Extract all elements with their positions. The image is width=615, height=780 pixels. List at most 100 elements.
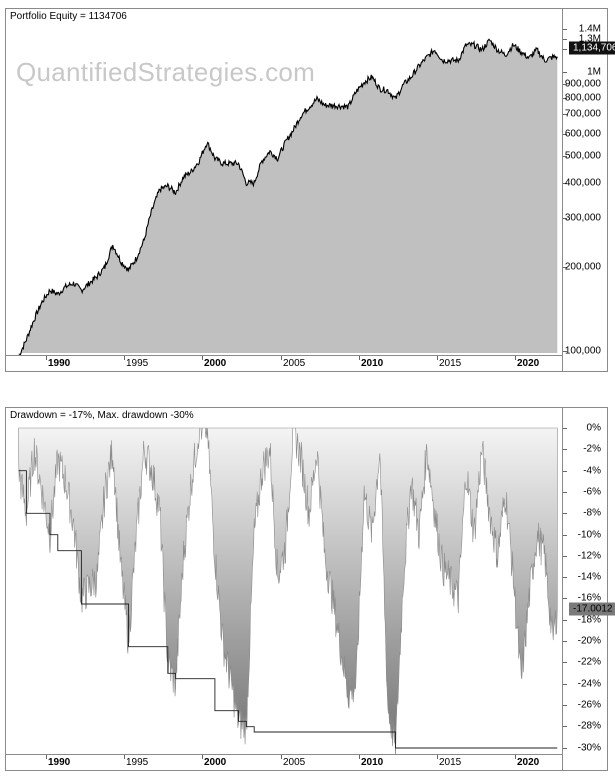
drawdown-y-tick: [563, 535, 567, 536]
equity-x-tick-label: 1990: [48, 358, 71, 369]
equity-y-tick-label: 200,000: [564, 261, 601, 273]
equity-x-tick: [437, 356, 438, 360]
equity-y-tick: [563, 351, 567, 352]
watermark-text: QuantifiedStrategies.com: [16, 57, 316, 87]
drawdown-y-tick: [563, 492, 567, 493]
equity-y-tick-label: 900,000: [564, 78, 601, 90]
drawdown-y-tick: [563, 449, 567, 450]
equity-y-tick-label: 500,000: [564, 150, 601, 162]
equity-area: [18, 39, 558, 355]
equity-y-tick: [563, 156, 567, 157]
equity-chart-panel: Portfolio Equity = 1134706 QuantifiedStr…: [5, 8, 615, 372]
drawdown-title: Drawdown = -17%, Max. drawdown -30%: [10, 410, 194, 421]
equity-y-tick: [563, 72, 567, 73]
drawdown-y-tick-label: -28%: [577, 720, 601, 732]
equity-y-tick-label: 600,000: [564, 128, 601, 140]
drawdown-y-tick-label: -20%: [577, 635, 601, 647]
equity-y-tick-label: 800,000: [564, 92, 601, 104]
drawdown-x-tick-label: 2015: [439, 757, 462, 768]
drawdown-y-tick: [563, 577, 567, 578]
drawdown-x-tick-label: 2010: [361, 757, 384, 768]
drawdown-x-tick-label: 1990: [48, 757, 71, 768]
drawdown-x-tick: [437, 755, 438, 759]
drawdown-y-tick: [563, 641, 567, 642]
drawdown-x-tick: [515, 755, 516, 759]
drawdown-x-tick-label: 2020: [517, 757, 540, 768]
equity-line: [18, 38, 558, 355]
equity-y-tick: [563, 29, 567, 30]
equity-y-tick-label: 1M: [587, 66, 601, 78]
drawdown-y-tick-label: 0%: [586, 422, 601, 434]
equity-x-tick-label: 1995: [126, 358, 149, 369]
drawdown-y-tick: [563, 662, 567, 663]
equity-plot-area: [18, 38, 558, 355]
equity-y-tick-label: 400,000: [564, 177, 601, 189]
equity-y-tick-label: 300,000: [564, 212, 601, 224]
equity-y-tick: [563, 218, 567, 219]
equity-last-value-flag: 1,134,706: [569, 41, 615, 55]
drawdown-y-tick: [563, 620, 567, 621]
drawdown-x-axis: 1990 1995 2000 2005 2010 2015 2020: [6, 754, 562, 771]
drawdown-area: [18, 427, 558, 754]
drawdown-y-tick: [563, 684, 567, 685]
equity-x-tick: [46, 356, 47, 360]
drawdown-chart-panel: Drawdown = -17%, Max. drawdown -30% 0% -2…: [5, 407, 615, 771]
drawdown-y-tick-label: -10%: [577, 529, 601, 541]
drawdown-last-value-flag: -17.0012: [569, 602, 615, 616]
equity-y-tick-label: 1.4M: [578, 23, 601, 35]
drawdown-y-tick-label: -14%: [577, 571, 601, 583]
drawdown-y-axis: 0% -2% -4% -6% -8% -10% -12% -14% -16% -18% -20% -2…: [562, 408, 615, 770]
equity-x-tick-label: 2010: [361, 358, 384, 369]
drawdown-y-tick-label: -8%: [583, 507, 601, 519]
drawdown-y-tick: [563, 726, 567, 727]
equity-y-tick: [563, 134, 567, 135]
drawdown-y-tick-label: -2%: [583, 443, 601, 455]
drawdown-x-tick-label: 2000: [204, 757, 227, 768]
equity-y-tick: [563, 183, 567, 184]
drawdown-y-tick-label: -6%: [583, 486, 601, 498]
drawdown-y-tick: [563, 513, 567, 514]
equity-x-tick-label: 2020: [517, 358, 540, 369]
equity-x-tick: [202, 356, 203, 360]
equity-y-tick: [563, 98, 567, 99]
equity-x-axis: 1990 1995 2000 2005 2010 2015 2020: [6, 355, 562, 372]
drawdown-y-tick-label: -22%: [577, 656, 601, 668]
drawdown-y-tick-label: -18%: [577, 614, 601, 626]
equity-x-tick: [281, 356, 282, 360]
equity-x-tick: [124, 356, 125, 360]
drawdown-x-tick: [124, 755, 125, 759]
drawdown-x-tick: [202, 755, 203, 759]
drawdown-x-tick: [281, 755, 282, 759]
drawdown-y-tick: [563, 556, 567, 557]
drawdown-y-tick-label: -4%: [583, 465, 601, 477]
drawdown-x-tick: [46, 755, 47, 759]
equity-y-tick-label: 100,000: [564, 345, 601, 357]
equity-y-tick: [563, 267, 567, 268]
drawdown-x-tick-label: 1995: [126, 757, 149, 768]
drawdown-plot-area: [18, 427, 558, 754]
drawdown-y-tick-label: -12%: [577, 550, 601, 562]
equity-title: Portfolio Equity = 1134706: [10, 11, 127, 22]
drawdown-y-tick-label: -16%: [577, 592, 601, 604]
drawdown-y-tick: [563, 428, 567, 429]
equity-x-tick: [359, 356, 360, 360]
drawdown-y-tick: [563, 705, 567, 706]
equity-y-axis: 1.4M1.3M1.2M1M900,000800,000700,000600,0…: [562, 9, 615, 371]
drawdown-y-tick-label: -30%: [577, 742, 601, 754]
drawdown-y-tick: [563, 598, 567, 599]
drawdown-x-tick-label: 2005: [283, 757, 306, 768]
drawdown-y-tick-label: -26%: [577, 699, 601, 711]
max-drawdown-line: [18, 470, 558, 749]
drawdown-y-tick: [563, 471, 567, 472]
equity-y-tick: [563, 39, 567, 40]
drawdown-y-tick-label: -24%: [577, 678, 601, 690]
equity-y-tick: [563, 84, 567, 85]
equity-x-tick-label: 2000: [204, 358, 227, 369]
equity-y-tick-label: 700,000: [564, 108, 601, 120]
equity-y-tick-label: 1.3M: [578, 33, 601, 45]
equity-x-tick-label: 2015: [439, 358, 462, 369]
equity-x-tick-label: 2005: [283, 358, 306, 369]
equity-y-tick: [563, 114, 567, 115]
equity-x-tick: [515, 356, 516, 360]
equity-y-tick: [563, 49, 567, 50]
